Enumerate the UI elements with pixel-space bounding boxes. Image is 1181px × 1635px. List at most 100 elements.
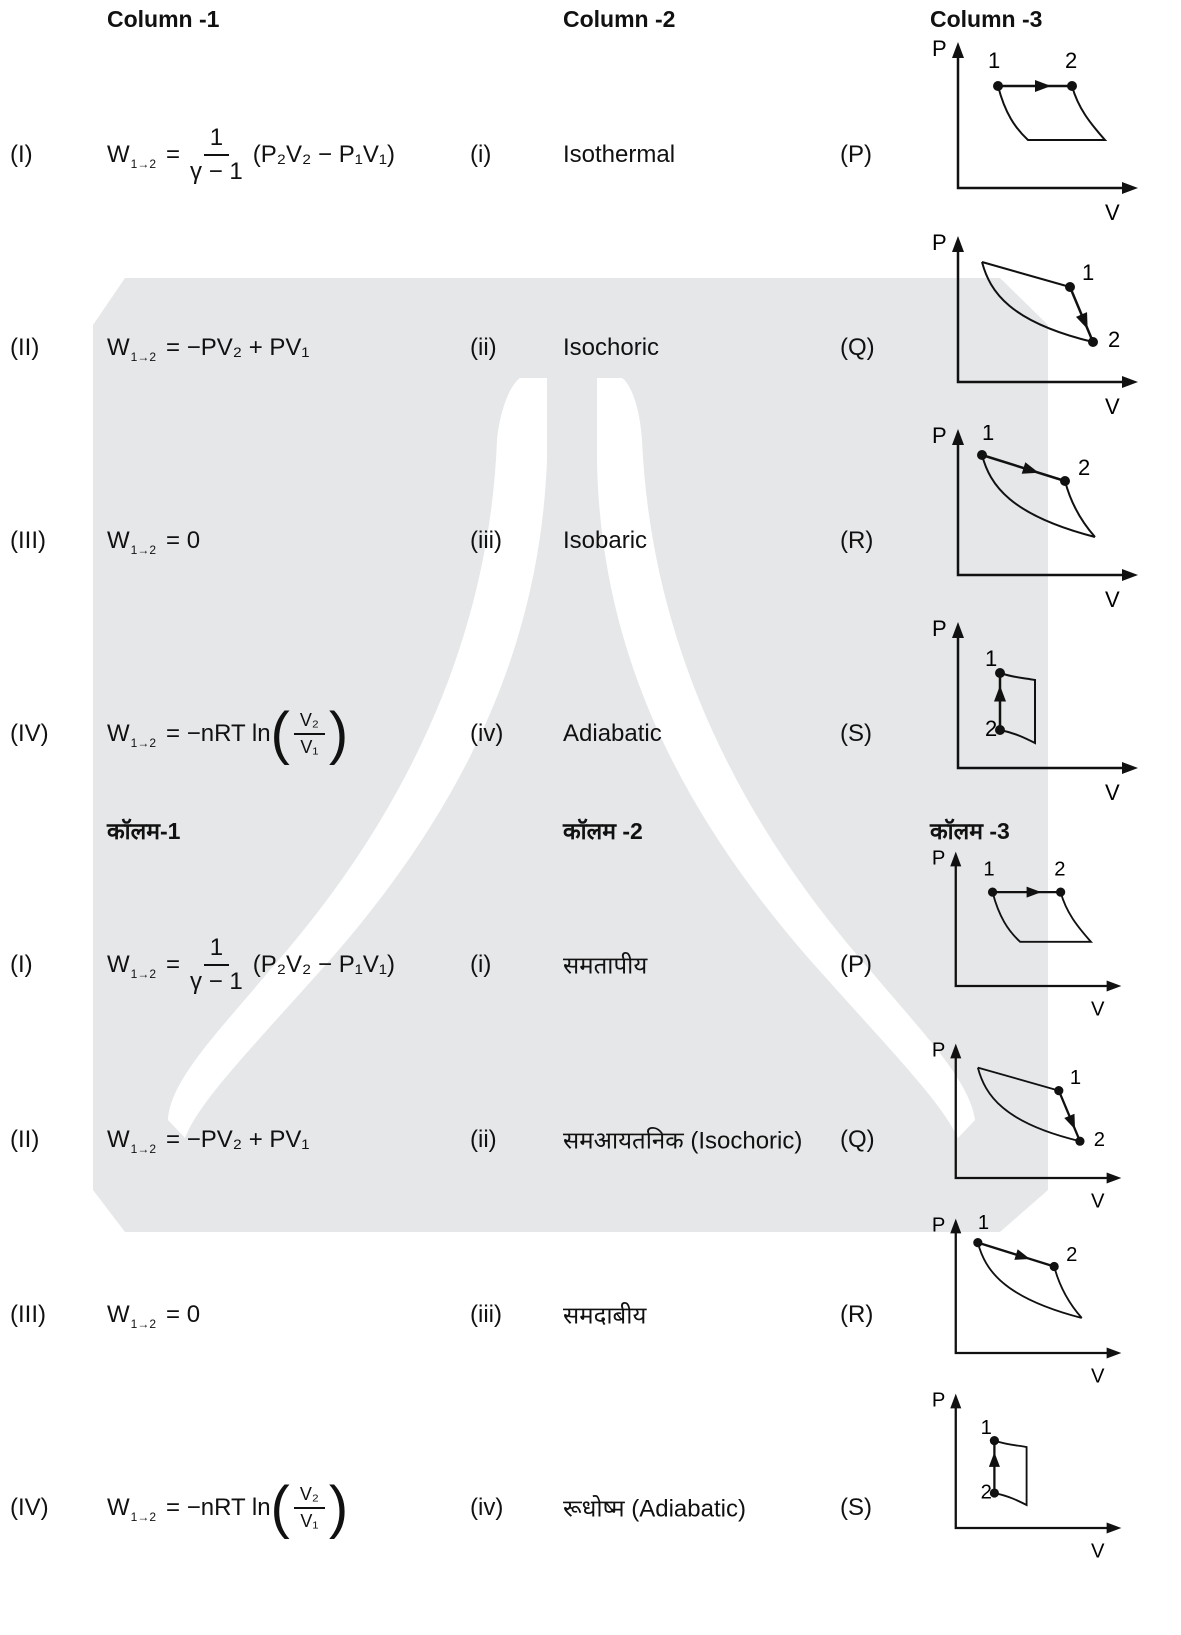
process-curve	[999, 672, 1036, 745]
axes	[956, 636, 1125, 770]
x-axis-label: V	[1091, 998, 1105, 1020]
state-label: 2	[1054, 859, 1065, 881]
state-point	[1054, 1086, 1064, 1096]
axis-arrow	[952, 42, 1138, 194]
axes	[956, 443, 1125, 577]
watermark-stroke	[597, 378, 975, 1138]
formula-expression: = −PV₂ + PV₁	[166, 1126, 310, 1153]
axis-arrow	[950, 1043, 1122, 1184]
process-name: Adiabatic	[563, 720, 662, 747]
option-letter: (P)	[840, 951, 872, 978]
y-axis-label: P	[932, 425, 947, 448]
process-path	[1057, 1090, 1082, 1142]
axis-arrow	[952, 622, 1138, 774]
formula-expression: =	[166, 141, 181, 168]
column-header: कॉलम -2	[563, 818, 643, 844]
formula-tail: (P₂V₂ − P₁V₁)	[252, 141, 395, 168]
x-axis-label: V	[1105, 200, 1120, 225]
process-curve	[997, 85, 1108, 141]
roman-numeral: (ii)	[470, 1126, 497, 1153]
formula: W 1→2 = 1 γ − 1 (P₂V₂ − P₁V₁)	[107, 124, 395, 186]
y-axis-label: P	[932, 232, 947, 255]
watermark-stroke	[168, 378, 547, 1138]
direction-arrow	[1026, 886, 1042, 898]
process-curve	[994, 1439, 1028, 1507]
state-point	[1088, 337, 1098, 347]
formula-expression: = −nRT ln	[166, 1494, 271, 1521]
state-point	[1060, 476, 1070, 486]
state-label: 2	[1094, 1129, 1105, 1151]
watermark-panel	[93, 278, 1048, 1232]
column-header: कॉलम-1	[107, 818, 181, 844]
state-label: 1	[988, 48, 1000, 73]
fraction-numerator: 1	[203, 934, 230, 966]
row-label: (II)	[10, 1126, 40, 1153]
axis-arrow	[950, 1393, 1122, 1534]
axes	[954, 1056, 1110, 1180]
y-axis-label: P	[932, 38, 947, 61]
formula-symbol: W	[107, 1301, 130, 1328]
formula-expression: =	[166, 951, 181, 978]
option-letter: (R)	[840, 1301, 874, 1328]
process-curve	[981, 454, 1096, 538]
direction-arrow	[1035, 80, 1051, 92]
pv-diagram: P V 1 2	[932, 618, 1138, 805]
formula-symbol: W	[107, 1494, 130, 1521]
roman-numeral: (iii)	[470, 1301, 502, 1328]
option-letter: (Q)	[840, 1126, 875, 1153]
formula-paren: (	[270, 1475, 290, 1540]
y-axis-label: P	[932, 1040, 946, 1062]
fraction: V₂ V₁	[293, 1484, 325, 1532]
x-axis-label: V	[1105, 394, 1120, 419]
process-name: समआयतनिक (Isochoric)	[563, 1127, 803, 1155]
direction-arrow	[988, 1452, 1000, 1467]
pv-diagram: P V 1 2	[932, 425, 1138, 612]
formula-subscript: 1→2	[130, 350, 157, 364]
state-label: 1	[985, 646, 997, 671]
row-label: (IV)	[10, 1494, 49, 1521]
formula-expression: = −nRT ln	[166, 720, 271, 747]
fraction-denominator: V₁	[300, 737, 319, 757]
state-label: 1	[983, 859, 994, 881]
formula-expression: = 0	[166, 527, 201, 554]
row-label: (I)	[10, 951, 33, 978]
x-axis-label: V	[1091, 1190, 1105, 1212]
state-point	[995, 668, 1005, 678]
axes	[956, 56, 1125, 190]
pv-diagram: P V 1 2	[932, 1040, 1122, 1212]
state-label: 2	[1066, 1244, 1077, 1266]
axes	[956, 250, 1125, 384]
roman-numeral: (i)	[470, 951, 492, 978]
state-label: 1	[981, 1417, 992, 1439]
row-label: (II)	[10, 334, 40, 361]
formula: W 1→2 = −nRT ln(V₂ V₁)	[107, 1479, 348, 1537]
state-point	[973, 1238, 983, 1248]
pv-diagram: P V 1 2	[932, 1390, 1122, 1562]
process-name: रूधोष्म (Adiabatic)	[563, 1495, 746, 1523]
option-letter: (S)	[840, 720, 872, 747]
row-label: (III)	[10, 527, 46, 554]
fraction-denominator: γ − 1	[190, 968, 243, 995]
direction-arrow	[1075, 312, 1088, 330]
pv-diagram: P V 1 2	[932, 232, 1138, 419]
y-axis-label: P	[932, 1390, 946, 1412]
formula-subscript: 1→2	[130, 157, 157, 171]
state-label: 2	[985, 716, 997, 741]
formula-paren: )	[328, 701, 349, 766]
formula-paren: (	[270, 701, 290, 766]
row-label: (III)	[10, 1301, 46, 1328]
process-curve	[981, 261, 1094, 343]
roman-numeral: (iii)	[470, 527, 502, 554]
process-name: समतापीय	[563, 952, 648, 980]
formula-symbol: W	[107, 720, 130, 747]
formula-expression: = 0	[166, 1301, 201, 1328]
process-path	[1068, 286, 1095, 343]
axes	[954, 1231, 1110, 1355]
state-label: 2	[1065, 48, 1077, 73]
state-label: 1	[982, 425, 994, 445]
roman-numeral: (iv)	[470, 720, 504, 747]
state-point	[995, 725, 1005, 735]
